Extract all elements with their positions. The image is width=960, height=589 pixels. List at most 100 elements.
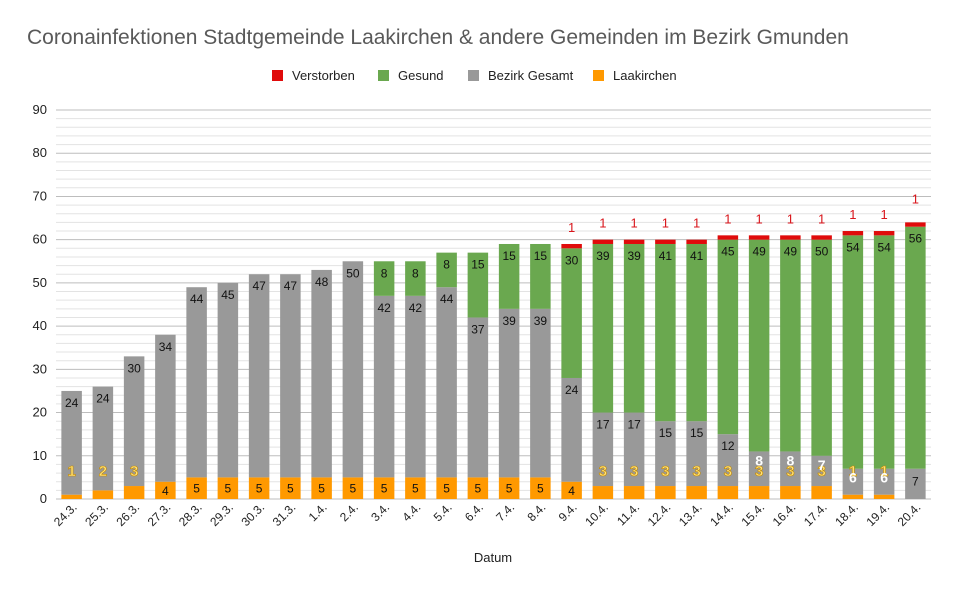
data-label-gesund: 41 [690,249,704,263]
bar-laakirchen [311,477,332,499]
x-tick-label: 8.4. [524,500,548,524]
bar-bezirk-gesamt [186,287,207,478]
legend-label: Verstorben [292,68,355,83]
bar-bezirk-gesamt [61,390,82,495]
bar-verstorben [655,239,676,244]
bar-laakirchen [811,486,832,499]
data-label-laakirchen: 2 [99,463,107,480]
data-label-bezirk-gesamt: 7 [912,475,919,489]
bar-bezirk-gesamt [717,434,739,487]
data-label-laakirchen: 1 [849,463,857,480]
data-label-bezirk-gesamt: 15 [659,426,673,440]
data-label-bezirk-gesamt: 15 [690,426,704,440]
bar-bezirk-gesamt [248,274,270,478]
data-label-gesund: 15 [471,258,485,272]
x-tick-label: 16.4. [770,500,799,529]
x-tick-label: 17.4. [801,500,830,529]
y-tick-label: 20 [33,405,47,420]
bar-verstorben [811,235,832,240]
bar-bezirk-gesamt [780,451,801,487]
bar-bezirk-gesamt [592,412,614,487]
legend-label: Gesund [398,68,444,83]
data-label-bezirk-gesamt: 45 [221,288,235,302]
bar-bezirk-gesamt [311,269,332,478]
y-tick-label: 50 [33,275,47,290]
bar-gesund [373,261,395,296]
data-label-laakirchen: 5 [381,482,388,496]
data-label-laakirchen: 3 [786,463,794,480]
bar-laakirchen [373,477,395,499]
data-label-bezirk-gesamt: 42 [377,301,391,315]
data-label-gesund: 49 [784,245,798,259]
bar-gesund [530,243,551,309]
bar-gesund [780,239,801,452]
data-label-laakirchen: 4 [162,484,169,498]
data-label-laakirchen: 5 [350,482,357,496]
bar-laakirchen [248,477,270,499]
x-tick-label: 30.3. [238,500,267,529]
data-label-bezirk-gesamt: 47 [284,279,298,293]
legend: Verstorben Gesund Bezirk Gesamt Laakirchen [272,68,677,83]
x-axis-title: Datum [474,550,512,565]
data-label-gesund: 56 [909,232,923,246]
x-tick-label: 10.4. [582,500,611,529]
x-tick-label: 12.4. [645,500,674,529]
bar-verstorben [842,231,864,236]
bar-laakirchen [186,477,207,499]
x-tick-label: 15.4. [738,500,767,529]
data-label-laakirchen: 5 [256,482,263,496]
bar-laakirchen [436,477,457,499]
bar-verstorben [717,235,739,240]
data-label-gesund: 30 [565,253,579,267]
data-label-laakirchen: 3 [661,463,669,480]
bars [61,222,926,499]
bar-laakirchen [92,490,114,499]
data-label-laakirchen: 5 [506,482,513,496]
data-label-gesund: 8 [412,266,419,280]
data-label-bezirk-gesamt: 7 [818,457,826,473]
data-label-gesund: 39 [596,249,610,263]
x-axis-ticks: 24.3. 25.3. 26.3. 27.3. 28.3. 29.3. 30.3. 31.3.… [51,500,924,529]
bar-bezirk-gesamt [155,334,176,482]
x-tick-label: 5.4. [431,500,455,524]
x-tick-label: 26.3. [113,500,142,529]
y-tick-label: 0 [40,491,47,506]
data-label-bezirk-gesamt: 8 [786,452,794,468]
bar-laakirchen [217,477,239,499]
data-label-bezirk-gesamt: 17 [596,418,610,432]
bar-laakirchen [686,486,707,499]
data-label-gesund: 41 [659,249,673,263]
data-label-bezirk-gesamt: 44 [190,292,204,306]
data-label-gesund: 8 [443,258,450,272]
data-label-bezirk-gesamt: 24 [65,396,79,410]
data-label-bezirk-gesamt: 30 [127,361,141,375]
bar-verstorben [623,239,645,244]
bar-bezirk-gesamt [905,468,926,499]
bar-gesund [623,243,645,413]
bar-bezirk-gesamt [123,356,145,487]
data-label-bezirk-gesamt: 34 [159,340,173,354]
x-tick-label: 31.3. [270,500,299,529]
data-label-verstorben: 1 [818,211,825,226]
data-label-gesund: 49 [752,245,766,259]
data-label-verstorben: 1 [881,207,888,222]
data-label-laakirchen: 5 [475,482,482,496]
bar-gesund [905,226,926,469]
x-tick-label: 18.4. [832,500,861,529]
bar-verstorben [780,235,801,240]
data-label-bezirk-gesamt: 50 [346,266,360,280]
bar-gesund [686,243,707,422]
bar-laakirchen [530,477,551,499]
data-label-laakirchen: 1 [67,463,75,480]
bar-laakirchen [780,486,801,499]
bar-verstorben [592,239,614,244]
bar-bezirk-gesamt [748,451,770,487]
y-axis-ticks: 0 10 20 30 40 50 60 70 80 90 [33,102,47,506]
bar-bezirk-gesamt [655,421,676,487]
data-label-laakirchen: 5 [193,482,200,496]
data-label-bezirk-gesamt: 47 [252,279,266,293]
x-tick-label: 24.3. [51,500,80,529]
bar-laakirchen [717,486,739,499]
y-tick-label: 10 [33,448,47,463]
